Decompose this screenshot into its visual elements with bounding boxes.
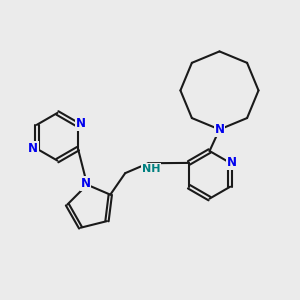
Text: N: N: [28, 142, 38, 155]
Text: N: N: [76, 117, 86, 130]
Text: NH: NH: [142, 164, 160, 174]
Text: N: N: [227, 156, 237, 170]
Text: N: N: [80, 177, 91, 190]
Text: N: N: [214, 123, 224, 136]
